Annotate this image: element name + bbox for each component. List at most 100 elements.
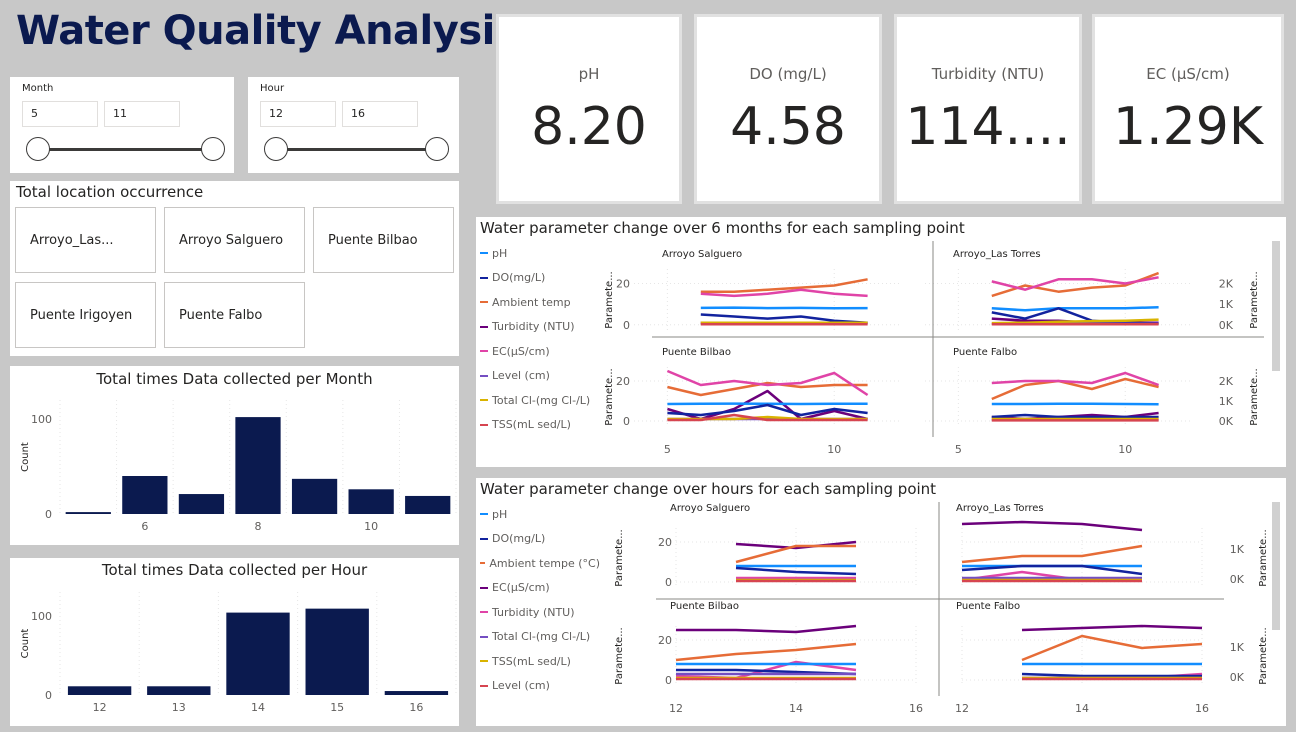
y-tick-label: 100 [31,413,52,426]
x-tick-label: 5 [664,443,671,456]
month-slider-start-handle[interactable] [26,137,50,161]
legend-swatch [480,350,488,353]
y-tick-label: 0 [623,319,630,332]
legend-swatch [480,562,486,565]
legend-label: Total Cl-(mg Cl-/L) [492,630,591,644]
chart-title: Water parameter change over 6 months for… [480,219,965,237]
y-right-tick-label: 1K [1230,641,1245,654]
kpi-label: Turbidity (NTU) [931,65,1045,83]
y-right-axis-label: Paramete... [1249,271,1260,328]
month-bar-chart: 0 100 6 8 10 Count [20,400,457,533]
hour-line-chart-panel: Water parameter change over hours for ea… [476,478,1286,726]
x-tick-label: 10 [1118,443,1132,456]
y-right-tick-label: 2K [1219,375,1234,388]
legend-item[interactable]: Level (cm) [480,674,600,699]
legend-item[interactable]: DO(mg/L) [480,527,600,552]
series-line [991,377,1159,401]
hour-slider-end-handle[interactable] [425,137,449,161]
legend-item[interactable]: TSS(mL sed/L) [480,413,600,438]
location-tile[interactable]: Arroyo_Las... [15,207,156,273]
series-line [735,540,857,550]
y-tick-label: 0 [45,508,52,521]
y-right-axis-label: Paramete... [1258,529,1269,586]
kpi-card-ph: pH 8.20 [496,14,682,204]
legend-item[interactable]: Turbidity (NTU) [480,315,600,340]
bar [348,489,394,514]
location-tile[interactable]: Arroyo Salguero [164,207,305,273]
month-slider-track[interactable] [38,148,214,151]
kpi-value: 8.20 [531,97,647,157]
y-tick-label: 0 [665,576,672,589]
hour-slider-track[interactable] [276,148,438,151]
panel-title: Puente Bilbao [662,347,731,358]
y-tick-label: 0 [623,415,630,428]
hour-from-input[interactable]: 12 [260,101,336,127]
y-right-axis-label: Paramete... [1258,627,1269,684]
kpi-value: 4.58 [730,97,846,157]
legend-label: Turbidity (NTU) [492,605,575,619]
legend-item[interactable]: Total Cl-(mg Cl-/L) [480,388,600,413]
x-tick-label: 12 [669,702,683,715]
series-line [675,642,857,662]
legend-item[interactable]: pH [480,502,600,527]
location-tile[interactable]: Puente Bilbao [313,207,454,273]
series-line [991,413,1159,419]
legend-item[interactable]: TSS(mL sed/L) [480,649,600,674]
y-axis-label: Paramete... [604,271,615,328]
month-slicer: Month 5 11 [10,77,234,173]
series-line [1021,634,1203,662]
x-tick-label: 16 [409,701,423,714]
legend-swatch [480,325,488,328]
kpi-card-ec: EC (µS/cm) 1.29K [1092,14,1284,204]
series-line [676,624,857,634]
legend-label: Level (cm) [492,369,550,383]
panel-title: Arroyo_Las Torres [953,249,1041,260]
legend-item[interactable]: pH [480,241,600,266]
bar [122,476,168,514]
location-tile[interactable]: Puente Irigoyen [15,282,156,348]
legend-item[interactable]: DO(mg/L) [480,266,600,291]
chart-legend: pH DO(mg/L) Ambient temp Turbidity (NTU) EC(… [480,241,600,437]
legend-item[interactable]: EC(µS/cm) [480,339,600,364]
y-right-tick-label: 0K [1230,573,1245,586]
legend-swatch [480,301,488,304]
series-line [735,566,857,576]
legend-swatch [480,374,488,377]
panel-title: Arroyo_Las Torres [956,503,1044,514]
panel-title: Arroyo Salguero [662,249,742,260]
location-tile[interactable]: Puente Falbo [164,282,305,348]
y-tick-label: 100 [31,610,52,623]
series-line [991,305,1159,312]
scrollbar[interactable] [1272,241,1280,371]
series-line [700,278,868,293]
month-slider-end-handle[interactable] [201,137,225,161]
legend-swatch [480,399,488,402]
legend-label: TSS(mL sed/L) [492,418,571,432]
series-line [1021,624,1203,632]
hour-to-input[interactable]: 16 [342,101,418,127]
x-tick-label: 15 [330,701,344,714]
legend-item[interactable]: Turbidity (NTU) [480,600,600,625]
bar [235,417,281,514]
scrollbar[interactable] [1272,502,1280,630]
x-tick-label: 5 [955,443,962,456]
y-right-tick-label: 2K [1219,277,1234,290]
chart-title: Water parameter change over hours for ea… [480,480,937,498]
month-to-input[interactable]: 11 [104,101,180,127]
legend-label: DO(mg/L) [492,532,546,546]
legend-swatch [480,635,488,638]
legend-label: EC(µS/cm) [492,344,550,358]
y-right-axis-label: Paramete... [1249,368,1260,425]
hour-slider-start-handle[interactable] [264,137,288,161]
legend-item[interactable]: Ambient temp [480,290,600,315]
legend-label: pH [492,507,508,521]
legend-item[interactable]: EC(µS/cm) [480,576,600,601]
legend-item[interactable]: Total Cl-(mg Cl-/L) [480,625,600,650]
location-slicer: Total location occurrence Arroyo_Las... … [10,181,459,356]
kpi-label: DO (mg/L) [749,65,827,83]
kpi-label: EC (µS/cm) [1146,65,1230,83]
month-from-input[interactable]: 5 [22,101,98,127]
legend-item[interactable]: Ambient tempe (°C) [480,551,600,576]
x-tick-label: 12 [93,701,107,714]
legend-item[interactable]: Level (cm) [480,364,600,389]
